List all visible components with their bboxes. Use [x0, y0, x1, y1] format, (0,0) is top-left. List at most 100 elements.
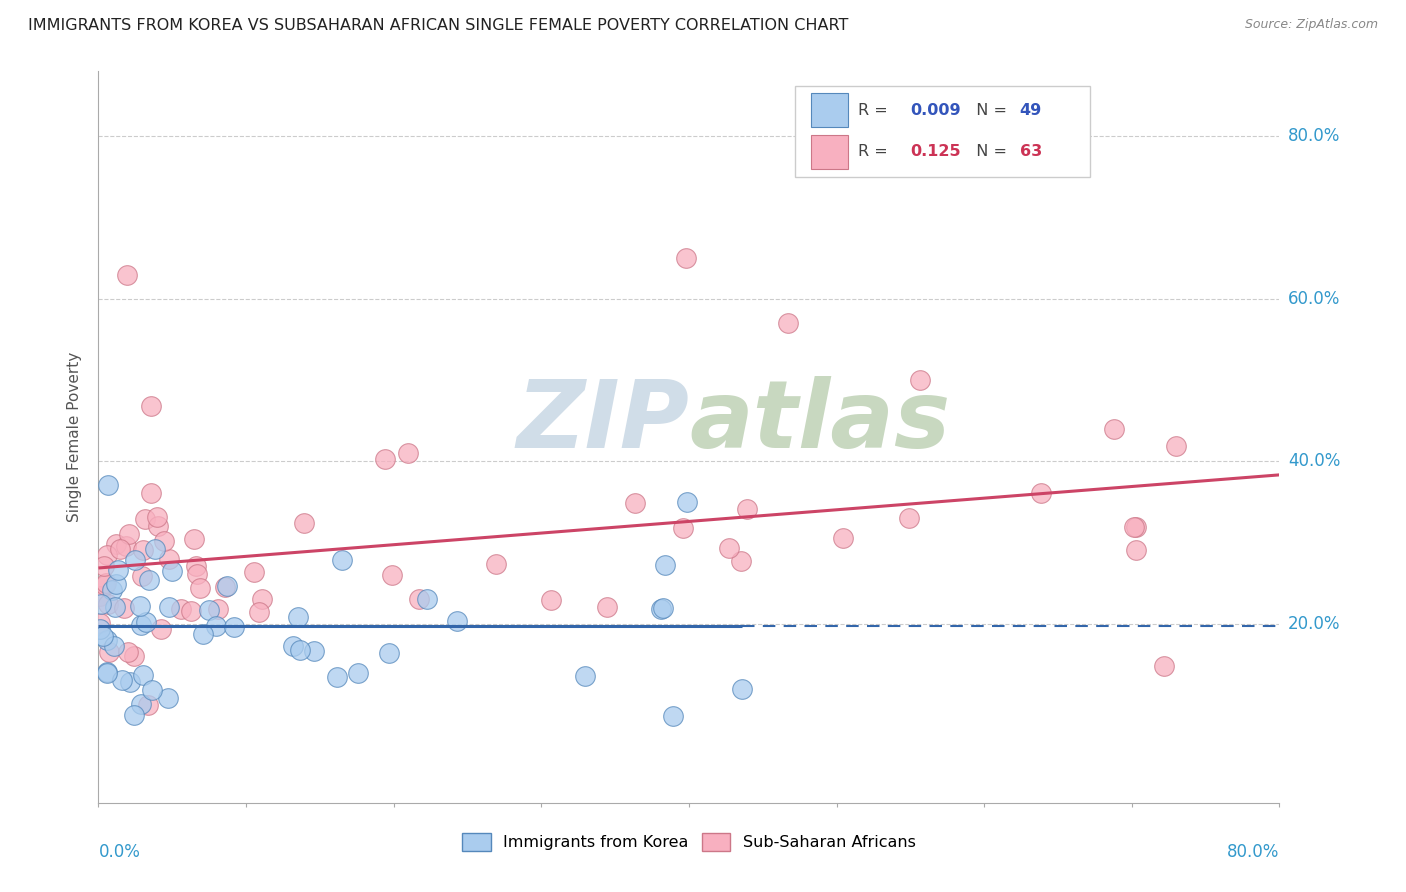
Point [146, 519, 169, 533]
Point [247, 606, 270, 620]
Text: 80.0%: 80.0% [1288, 128, 1340, 145]
Point [287, 610, 309, 624]
Text: 20.0%: 20.0% [1288, 615, 1340, 633]
Point [138, 574, 160, 588]
Point [170, 601, 193, 615]
Point [129, 617, 152, 632]
Text: 0.125: 0.125 [910, 145, 960, 160]
Point [652, 601, 675, 615]
Point [143, 541, 166, 556]
Point [96, 576, 118, 591]
Point [115, 268, 138, 282]
Point [540, 592, 562, 607]
Point [89, 590, 111, 604]
Point [292, 516, 315, 530]
Point [103, 639, 125, 653]
Point [731, 682, 754, 697]
Point [408, 592, 430, 607]
Point [136, 698, 159, 713]
Y-axis label: Single Female Poverty: Single Female Poverty [67, 352, 83, 522]
Point [128, 599, 150, 613]
FancyBboxPatch shape [811, 94, 848, 127]
Point [485, 557, 508, 571]
Point [662, 709, 685, 723]
Point [650, 602, 672, 616]
Point [595, 599, 617, 614]
Point [198, 603, 221, 617]
Text: ZIP: ZIP [516, 376, 689, 468]
Point [96, 665, 118, 680]
Point [97, 478, 120, 492]
Point [111, 673, 134, 687]
Point [1104, 422, 1126, 436]
Point [93, 558, 115, 573]
Text: atlas: atlas [689, 376, 950, 468]
Point [718, 541, 741, 555]
Point [101, 582, 124, 597]
Legend: Immigrants from Korea, Sub-Saharan Africans: Immigrants from Korea, Sub-Saharan Afric… [456, 827, 922, 857]
Point [105, 576, 128, 591]
FancyBboxPatch shape [796, 86, 1091, 178]
Point [183, 532, 205, 546]
Text: Source: ZipAtlas.com: Source: ZipAtlas.com [1244, 18, 1378, 31]
Point [114, 539, 136, 553]
Point [288, 643, 311, 657]
Text: 49: 49 [1019, 103, 1042, 118]
Text: N =: N = [966, 145, 1012, 160]
Point [131, 569, 153, 583]
Point [910, 373, 932, 387]
Point [831, 531, 853, 545]
Point [207, 601, 229, 615]
Point [304, 644, 326, 658]
Point [124, 649, 146, 664]
Point [134, 511, 156, 525]
Point [381, 567, 404, 582]
Point [214, 580, 236, 594]
Point [89, 615, 111, 630]
Point [105, 537, 128, 551]
Point [91, 629, 114, 643]
Point [188, 581, 211, 595]
Point [96, 633, 118, 648]
Point [898, 510, 921, 524]
Point [132, 668, 155, 682]
Point [283, 639, 305, 653]
Point [205, 618, 228, 632]
Text: 40.0%: 40.0% [1288, 452, 1340, 470]
Text: 0.0%: 0.0% [98, 843, 141, 861]
Point [330, 553, 353, 567]
Point [117, 645, 139, 659]
Point [122, 707, 145, 722]
Point [654, 558, 676, 573]
Point [132, 543, 155, 558]
Point [120, 675, 142, 690]
Text: IMMIGRANTS FROM KOREA VS SUBSAHARAN AFRICAN SINGLE FEMALE POVERTY CORRELATION CH: IMMIGRANTS FROM KOREA VS SUBSAHARAN AFRI… [28, 18, 848, 33]
Point [124, 552, 146, 566]
Point [624, 496, 647, 510]
Point [186, 567, 208, 582]
Text: 60.0%: 60.0% [1288, 290, 1340, 308]
Point [1125, 543, 1147, 558]
Text: R =: R = [858, 145, 893, 160]
Point [129, 697, 152, 711]
Point [672, 521, 695, 535]
Point [347, 665, 370, 680]
Point [415, 591, 437, 606]
Point [104, 599, 127, 614]
Point [1125, 520, 1147, 534]
Point [108, 542, 131, 557]
Point [97, 597, 120, 611]
Text: N =: N = [966, 103, 1012, 118]
Point [93, 577, 115, 591]
Point [149, 622, 172, 636]
Point [157, 600, 180, 615]
Point [730, 554, 752, 568]
Point [1164, 439, 1187, 453]
Point [107, 563, 129, 577]
Point [141, 683, 163, 698]
Point [1153, 658, 1175, 673]
Point [162, 565, 184, 579]
Point [96, 665, 118, 680]
Point [1123, 519, 1146, 533]
Point [156, 690, 179, 705]
